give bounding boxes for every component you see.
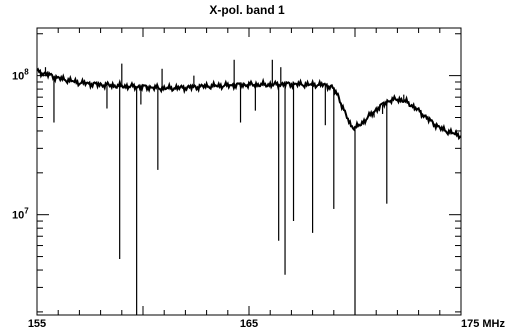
series-line (36, 67, 462, 141)
plot-frame (36, 27, 462, 316)
x-tick-label: 155 (28, 318, 46, 329)
x-tick-label: 175 MHz (461, 318, 506, 329)
x-axis-ticks (36, 28, 462, 315)
y-tick-label: 108 (12, 68, 29, 83)
y-axis-labels: 107 108 (12, 68, 29, 222)
x-tick-label: 165 (240, 318, 258, 329)
y-axis-ticks (37, 33, 461, 313)
y-tick-label: 107 (12, 207, 29, 222)
x-axis-labels: 155 165 175 MHz (28, 318, 506, 329)
rfi-spikes (44, 59, 405, 315)
chart-title: X-pol. band 1 (209, 3, 285, 17)
